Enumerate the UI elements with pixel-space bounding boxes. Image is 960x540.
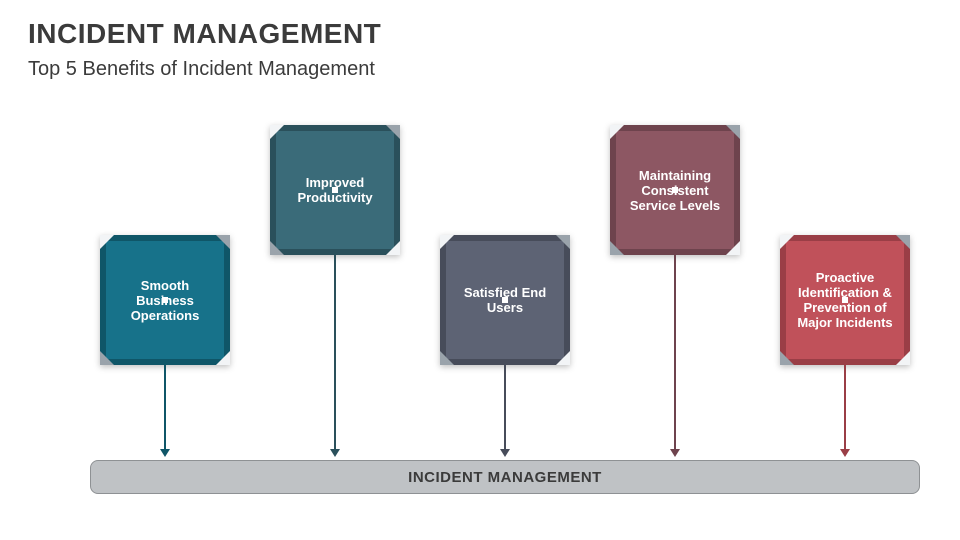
box-corner-bl [440, 351, 454, 365]
benefit-box-label: Proactive Identification & Prevention of… [796, 270, 894, 330]
connector-stem-4 [674, 255, 676, 449]
box-corner-tl [440, 235, 454, 249]
base-bar-label: INCIDENT MANAGEMENT [408, 469, 602, 486]
box-corner-br [726, 241, 740, 255]
benefit-box-2: Improved Productivity [270, 125, 400, 255]
benefit-box-3: Satisfied End Users [440, 235, 570, 365]
connector-stem-3 [504, 365, 506, 449]
connector-stem-1 [164, 365, 166, 449]
connector-arrowhead-2 [330, 449, 340, 457]
box-corner-tr [726, 125, 740, 139]
benefit-box-label: Maintaining Consistent Service Levels [626, 168, 724, 213]
box-corner-tl [610, 125, 624, 139]
box-corner-tl [270, 125, 284, 139]
benefit-box-1: Smooth Business Operations [100, 235, 230, 365]
connector-stem-2 [334, 255, 336, 449]
connector-arrowhead-3 [500, 449, 510, 457]
benefit-box-label: Improved Productivity [286, 175, 384, 205]
box-corner-tr [386, 125, 400, 139]
box-corner-br [896, 351, 910, 365]
connector-arrowhead-1 [160, 449, 170, 457]
box-corner-tl [780, 235, 794, 249]
connector-arrowhead-4 [670, 449, 680, 457]
box-corner-br [216, 351, 230, 365]
benefit-box-5: Proactive Identification & Prevention of… [780, 235, 910, 365]
benefit-box-label: Satisfied End Users [456, 285, 554, 315]
slide-subtitle: Top 5 Benefits of Incident Management [28, 58, 375, 81]
box-corner-tr [556, 235, 570, 249]
box-corner-bl [610, 241, 624, 255]
box-corner-tr [896, 235, 910, 249]
slide: { "title": { "text": "INCIDENT MANAGEMEN… [0, 0, 960, 540]
benefit-box-4: Maintaining Consistent Service Levels [610, 125, 740, 255]
box-corner-tl [100, 235, 114, 249]
box-corner-bl [270, 241, 284, 255]
base-bar: INCIDENT MANAGEMENT [90, 460, 920, 494]
connector-stem-5 [844, 365, 846, 449]
slide-title: INCIDENT MANAGEMENT [28, 18, 381, 50]
box-corner-bl [780, 351, 794, 365]
box-corner-br [556, 351, 570, 365]
benefit-box-label: Smooth Business Operations [116, 278, 214, 323]
box-corner-tr [216, 235, 230, 249]
connector-arrowhead-5 [840, 449, 850, 457]
box-corner-bl [100, 351, 114, 365]
box-corner-br [386, 241, 400, 255]
